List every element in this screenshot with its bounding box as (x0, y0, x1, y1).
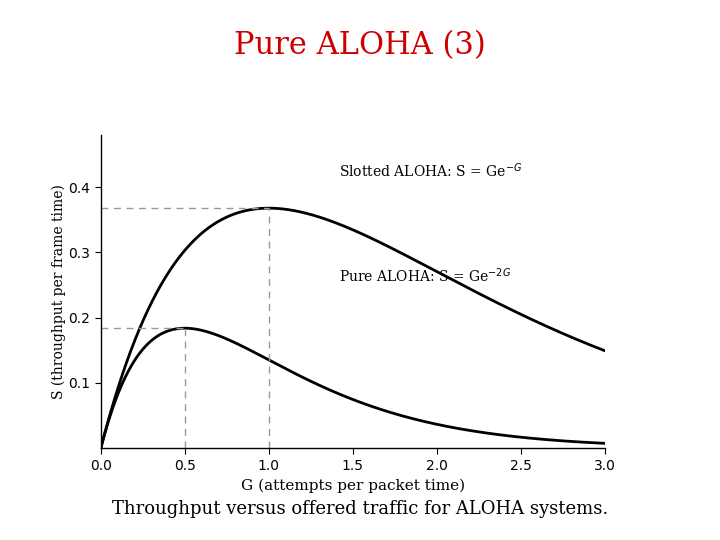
Text: Throughput versus offered traffic for ALOHA systems.: Throughput versus offered traffic for AL… (112, 501, 608, 518)
Text: Slotted ALOHA: S = Ge$^{-G}$: Slotted ALOHA: S = Ge$^{-G}$ (339, 161, 523, 180)
Text: Pure ALOHA: S = Ge$^{-2G}$: Pure ALOHA: S = Ge$^{-2G}$ (339, 266, 511, 285)
Y-axis label: S (throughput per frame time): S (throughput per frame time) (51, 184, 66, 399)
Text: Pure ALOHA (3): Pure ALOHA (3) (234, 30, 486, 60)
X-axis label: G (attempts per packet time): G (attempts per packet time) (240, 478, 465, 492)
